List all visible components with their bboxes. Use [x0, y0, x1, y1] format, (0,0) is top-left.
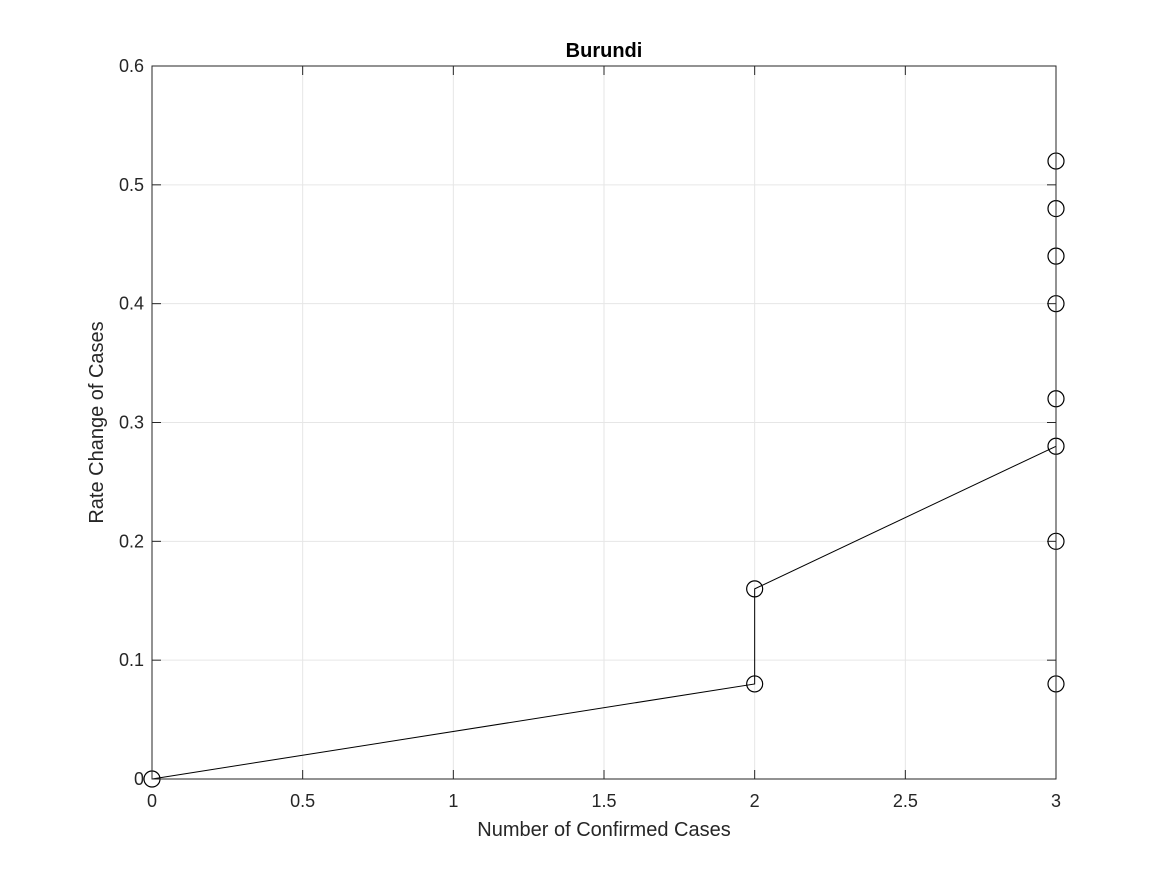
grid: [151, 65, 1057, 780]
x-tick-label: 2: [750, 791, 760, 811]
data-point-marker: [746, 675, 764, 693]
y-axis-label: Rate Change of Cases: [86, 321, 108, 523]
y-tick-label: 0.4: [119, 294, 144, 314]
x-tick-label: 3: [1051, 791, 1061, 811]
y-tick-label: 0.5: [119, 175, 144, 195]
y-tick-label: 0.6: [119, 56, 144, 76]
x-tick-label: 0.5: [290, 791, 315, 811]
data-point-marker: [746, 580, 764, 598]
ticks: 0 0.5 1 1.5 2 2.5 3 0 0.1 0.2 0.3 0.4 0.5 0.6: [119, 56, 1061, 811]
x-tick-label: 2.5: [893, 791, 918, 811]
y-tick-label: 0.3: [119, 413, 144, 433]
y-tick-label: 0: [134, 769, 144, 789]
x-axis-label: Number of Confirmed Cases: [477, 819, 730, 841]
x-tick-label: 1.5: [591, 791, 616, 811]
y-tick-label: 0.1: [119, 650, 144, 670]
x-tick-label: 1: [448, 791, 458, 811]
x-tick-label: 0: [147, 791, 157, 811]
chart-title: Burundi: [566, 40, 643, 62]
y-tick-label: 0.2: [119, 531, 144, 551]
